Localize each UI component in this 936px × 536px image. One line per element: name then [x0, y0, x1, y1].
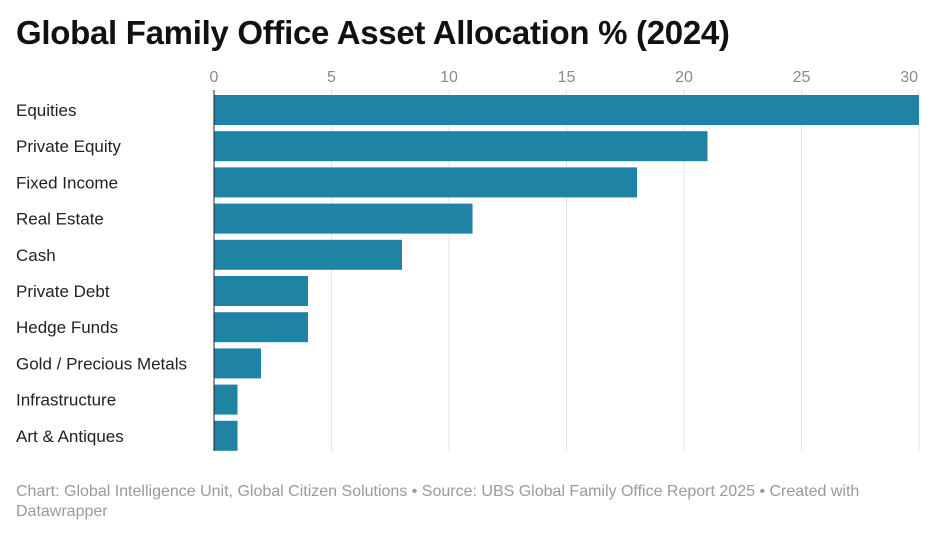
- bar-chart: 0 5 10 15 20 25 30 Equities Private Equity Fixed…: [16, 69, 920, 451]
- x-tick-label: 15: [558, 69, 576, 86]
- x-tick-labels: 0 5 10 15 20 25 30: [210, 69, 919, 86]
- bar: [214, 348, 261, 379]
- category-label: Cash: [16, 246, 56, 265]
- bar: [214, 239, 402, 270]
- x-tick-label: 5: [327, 69, 336, 86]
- bar: [214, 384, 238, 415]
- bar: [214, 312, 308, 343]
- category-label: Private Debt: [16, 282, 110, 301]
- bar: [214, 203, 473, 234]
- x-tick-label: 0: [210, 69, 219, 86]
- chart-footer-credit: Chart: Global Intelligence Unit, Global …: [16, 483, 860, 520]
- x-tick-label: 30: [900, 69, 918, 86]
- bar: [214, 167, 637, 198]
- category-label: Fixed Income: [16, 173, 118, 192]
- x-tick-label: 25: [793, 69, 811, 86]
- category-label: Art & Antiques: [16, 427, 124, 446]
- category-label: Infrastructure: [16, 391, 116, 410]
- x-tick-label: 10: [440, 69, 458, 86]
- x-tick-label: 20: [675, 69, 693, 86]
- bar: [214, 95, 919, 125]
- bar: [214, 420, 238, 451]
- bar: [214, 276, 308, 306]
- category-label: Equities: [16, 101, 76, 120]
- category-label: Real Estate: [16, 210, 104, 229]
- category-label: Hedge Funds: [16, 318, 118, 337]
- category-label: Private Equity: [16, 137, 121, 156]
- bars: [214, 95, 919, 451]
- category-labels: Equities Private Equity Fixed Income Real E…: [16, 101, 187, 446]
- category-label: Gold / Precious Metals: [16, 354, 187, 373]
- chart-title: Global Family Office Asset Allocation % …: [16, 14, 730, 51]
- bar: [214, 131, 708, 162]
